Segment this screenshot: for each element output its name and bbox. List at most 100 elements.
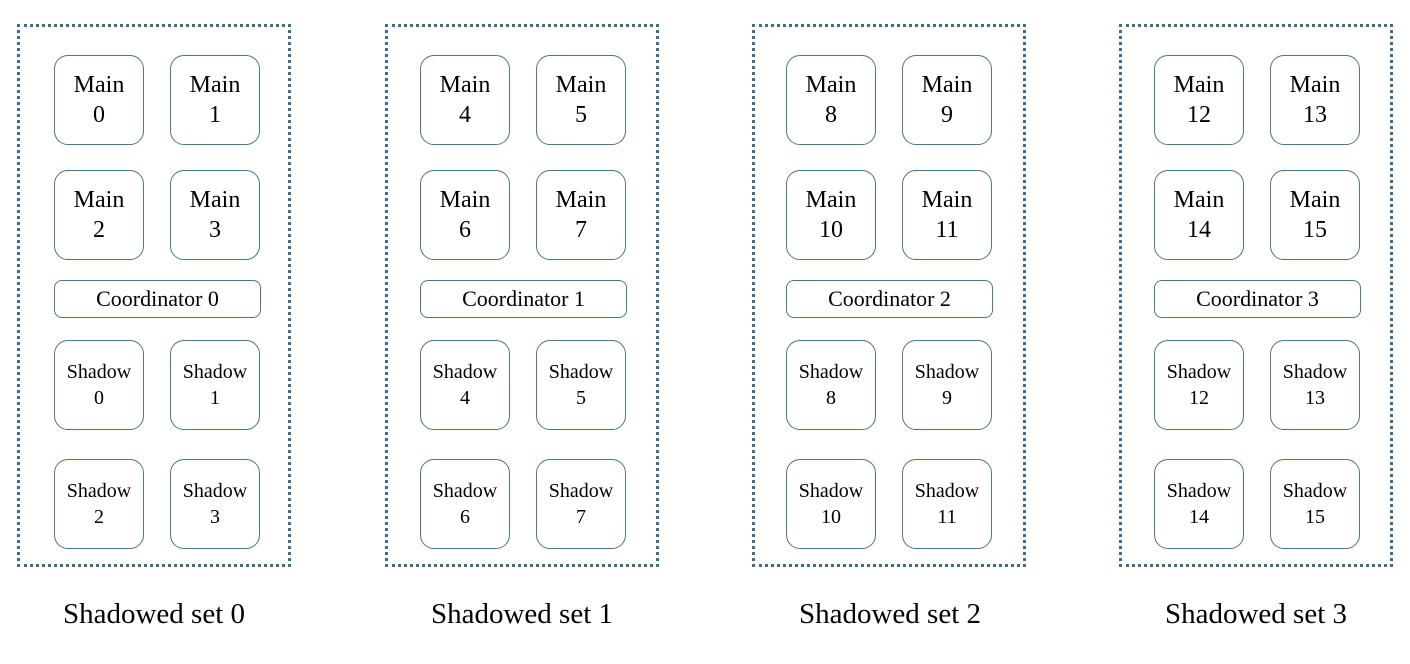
- shadow-node-label: Shadow: [1282, 361, 1348, 383]
- shadow-node-label: Shadow: [432, 361, 498, 383]
- coordinator-node: Coordinator 1: [420, 280, 627, 318]
- shadow-node: Shadow 2: [54, 459, 144, 549]
- shadow-node: Shadow 11: [902, 459, 992, 549]
- shadow-node-number: 6: [460, 506, 470, 528]
- main-node-number: 5: [575, 102, 587, 128]
- shadow-node-label: Shadow: [1166, 361, 1232, 383]
- coordinator-label: Coordinator 3: [1196, 286, 1319, 311]
- main-node: Main 5: [536, 55, 626, 145]
- shadow-node-number: 4: [460, 387, 470, 409]
- main-node: Main 14: [1154, 170, 1244, 260]
- main-node-label: Main: [555, 187, 607, 213]
- shadow-node: Shadow 12: [1154, 340, 1244, 430]
- shadow-node: Shadow 15: [1270, 459, 1360, 549]
- main-node-number: 6: [459, 217, 471, 243]
- main-node-label: Main: [189, 187, 241, 213]
- main-node-number: 0: [93, 102, 105, 128]
- main-node-number: 11: [935, 217, 959, 243]
- shadow-node-label: Shadow: [914, 361, 980, 383]
- set-caption: Shadowed set 2: [798, 598, 982, 630]
- shadow-node-number: 2: [94, 506, 104, 528]
- shadow-node: Shadow 5: [536, 340, 626, 430]
- main-node-number: 2: [93, 217, 105, 243]
- shadow-node: Shadow 14: [1154, 459, 1244, 549]
- main-node-label: Main: [439, 187, 491, 213]
- shadow-node: Shadow 3: [170, 459, 260, 549]
- main-node-number: 15: [1303, 217, 1327, 243]
- coordinator-node: Coordinator 0: [54, 280, 261, 318]
- set-caption: Shadowed set 3: [1164, 598, 1348, 630]
- main-node-number: 3: [209, 217, 221, 243]
- coordinator-label: Coordinator 0: [96, 286, 219, 311]
- shadow-node: Shadow 1: [170, 340, 260, 430]
- shadow-node-label: Shadow: [548, 361, 614, 383]
- shadow-node-label: Shadow: [182, 480, 248, 502]
- main-node-number: 10: [819, 217, 843, 243]
- coordinator-node: Coordinator 3: [1154, 280, 1361, 318]
- set-caption: Shadowed set 0: [62, 598, 246, 630]
- main-node: Main 0: [54, 55, 144, 145]
- main-node-label: Main: [805, 72, 857, 98]
- shadow-node-label: Shadow: [432, 480, 498, 502]
- main-node: Main 7: [536, 170, 626, 260]
- shadow-node-label: Shadow: [66, 361, 132, 383]
- shadow-node-number: 11: [937, 506, 957, 528]
- main-node: Main 13: [1270, 55, 1360, 145]
- main-node: Main 3: [170, 170, 260, 260]
- shadow-node-label: Shadow: [548, 480, 614, 502]
- shadowed-set-3: Main 12 Main 13 Main 14 Main 15 Coordina…: [1119, 24, 1393, 567]
- main-node-label: Main: [73, 187, 125, 213]
- shadow-node: Shadow 9: [902, 340, 992, 430]
- shadow-node-label: Shadow: [1282, 480, 1348, 502]
- shadow-node: Shadow 7: [536, 459, 626, 549]
- main-node-label: Main: [1289, 187, 1341, 213]
- main-node-number: 14: [1187, 217, 1211, 243]
- shadow-node-number: 13: [1305, 387, 1325, 409]
- main-node-number: 4: [459, 102, 471, 128]
- main-node-number: 9: [941, 102, 953, 128]
- main-node-label: Main: [921, 72, 973, 98]
- shadow-node-number: 3: [210, 506, 220, 528]
- main-node: Main 6: [420, 170, 510, 260]
- shadow-node-number: 15: [1305, 506, 1325, 528]
- main-node: Main 10: [786, 170, 876, 260]
- shadow-node-label: Shadow: [182, 361, 248, 383]
- coordinator-node: Coordinator 2: [786, 280, 993, 318]
- main-node-label: Main: [1173, 72, 1225, 98]
- shadow-node-number: 9: [942, 387, 952, 409]
- shadow-node-number: 0: [94, 387, 104, 409]
- set-caption: Shadowed set 1: [430, 598, 614, 630]
- main-node: Main 8: [786, 55, 876, 145]
- shadow-node-number: 5: [576, 387, 586, 409]
- shadow-node-label: Shadow: [66, 480, 132, 502]
- shadow-node-label: Shadow: [798, 361, 864, 383]
- main-node-label: Main: [439, 72, 491, 98]
- main-node-label: Main: [1173, 187, 1225, 213]
- shadow-node: Shadow 10: [786, 459, 876, 549]
- shadow-node-number: 7: [576, 506, 586, 528]
- main-node-number: 7: [575, 217, 587, 243]
- shadow-node: Shadow 6: [420, 459, 510, 549]
- main-node: Main 9: [902, 55, 992, 145]
- main-node-label: Main: [1289, 72, 1341, 98]
- main-node-label: Main: [555, 72, 607, 98]
- shadow-node-label: Shadow: [798, 480, 864, 502]
- shadow-node: Shadow 8: [786, 340, 876, 430]
- main-node-number: 1: [209, 102, 221, 128]
- shadowed-set-2: Main 8 Main 9 Main 10 Main 11 Coordinato…: [752, 24, 1026, 567]
- coordinator-label: Coordinator 1: [462, 286, 585, 311]
- main-node: Main 4: [420, 55, 510, 145]
- shadow-node: Shadow 4: [420, 340, 510, 430]
- shadow-node: Shadow 0: [54, 340, 144, 430]
- shadow-node-number: 8: [826, 387, 836, 409]
- coordinator-label: Coordinator 2: [828, 286, 951, 311]
- main-node-label: Main: [189, 72, 241, 98]
- main-node-number: 8: [825, 102, 837, 128]
- main-node: Main 12: [1154, 55, 1244, 145]
- shadow-node: Shadow 13: [1270, 340, 1360, 430]
- shadowed-set-1: Main 4 Main 5 Main 6 Main 7 Coordinator …: [385, 24, 659, 567]
- main-node-number: 13: [1303, 102, 1327, 128]
- shadow-node-number: 10: [821, 506, 841, 528]
- shadow-node-number: 12: [1189, 387, 1209, 409]
- main-node-label: Main: [805, 187, 857, 213]
